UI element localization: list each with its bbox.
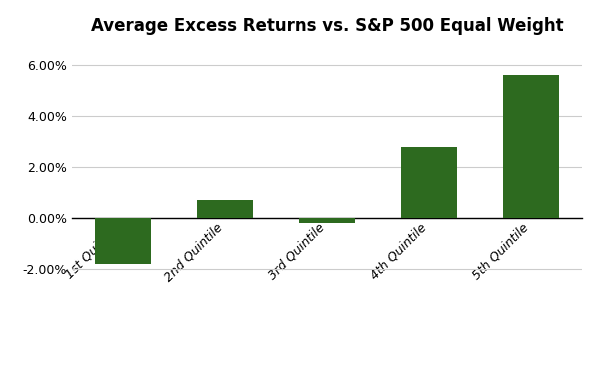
Bar bbox=[95, 218, 151, 264]
Bar bbox=[503, 75, 559, 218]
Bar bbox=[197, 200, 253, 218]
Bar bbox=[401, 147, 457, 218]
Bar bbox=[299, 218, 355, 223]
Title: Average Excess Returns vs. S&P 500 Equal Weight: Average Excess Returns vs. S&P 500 Equal… bbox=[91, 17, 563, 35]
